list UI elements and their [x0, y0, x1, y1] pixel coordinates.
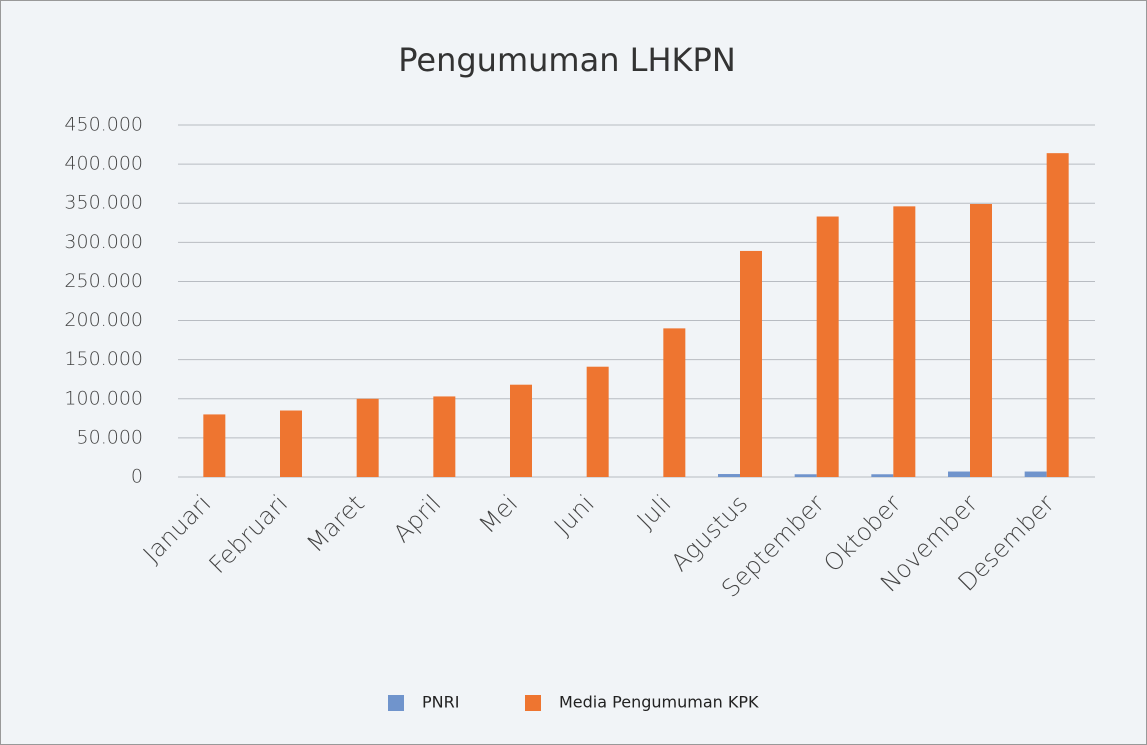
- y-tick-label: 300.000: [64, 231, 143, 253]
- y-tick-label: 350.000: [64, 192, 143, 214]
- y-tick-label: 50.000: [77, 426, 143, 448]
- bar: [740, 250, 762, 477]
- y-tick-label: 200.000: [64, 309, 143, 331]
- bar: [1046, 153, 1069, 477]
- bar: [794, 474, 817, 477]
- bar: [871, 474, 894, 477]
- chart-title: Pengumuman LHKPN: [398, 41, 736, 79]
- bar: [510, 384, 532, 477]
- legend-label: PNRI: [422, 693, 459, 712]
- bar: [280, 410, 302, 477]
- y-tick-label: 400.000: [64, 153, 143, 175]
- y-tick-label: 250.000: [64, 270, 143, 292]
- y-tick-label: 0: [131, 466, 143, 488]
- y-tick-label: 450.000: [64, 114, 143, 136]
- bar: [718, 474, 740, 477]
- bar: [663, 328, 686, 477]
- legend-swatch: [388, 695, 404, 711]
- bar: [356, 398, 379, 477]
- bar: [816, 216, 839, 477]
- y-tick-label: 150.000: [64, 348, 143, 370]
- bar: [1024, 471, 1047, 477]
- bar: [948, 471, 970, 477]
- bar: [433, 396, 456, 477]
- legend-label: Media Pengumuman KPK: [559, 693, 759, 712]
- bar: [203, 414, 226, 477]
- bar: [893, 206, 916, 477]
- legend-swatch: [525, 695, 541, 711]
- bar: [970, 204, 992, 477]
- bar: [586, 366, 609, 477]
- y-tick-label: 100.000: [64, 387, 143, 409]
